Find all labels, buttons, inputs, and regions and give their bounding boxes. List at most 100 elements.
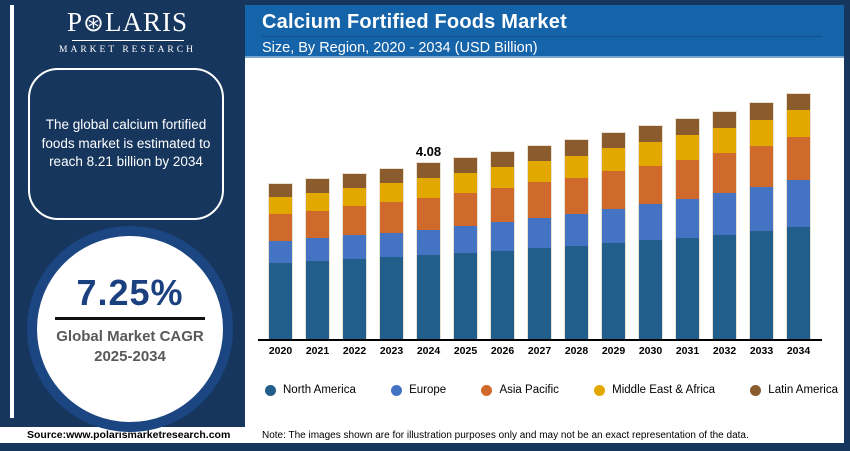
segment-north-america-2034[interactable] [787, 227, 810, 340]
segment-asia-pacific-2025[interactable] [454, 193, 477, 227]
segment-europe-2029[interactable] [602, 208, 625, 243]
segment-asia-pacific-2028[interactable] [565, 177, 588, 214]
stacked-bar-2026[interactable] [491, 151, 514, 340]
segment-europe-2031[interactable] [676, 199, 699, 238]
segment-latin-america-2033[interactable] [750, 103, 773, 120]
segment-middle-east-africa-2025[interactable] [454, 172, 477, 194]
stacked-bar-2029[interactable] [602, 132, 625, 340]
segment-middle-east-africa-2021[interactable] [306, 192, 329, 211]
stacked-bar-2028[interactable] [565, 140, 588, 340]
segment-middle-east-africa-2033[interactable] [750, 119, 773, 146]
segment-latin-america-2032[interactable] [713, 111, 736, 128]
year-label-2033: 2033 [749, 345, 774, 357]
stacked-bar-2030[interactable] [639, 126, 662, 340]
stacked-bar-2033[interactable] [750, 103, 773, 340]
segment-middle-east-africa-2022[interactable] [343, 187, 366, 207]
segment-europe-2024[interactable] [417, 229, 440, 255]
segment-middle-east-africa-2026[interactable] [491, 166, 514, 188]
stacked-bar-2034[interactable] [787, 93, 810, 340]
legend-item-middle-east-africa[interactable]: Middle East & Africa [594, 384, 715, 396]
segment-middle-east-africa-2031[interactable] [676, 135, 699, 160]
segment-north-america-2020[interactable] [269, 262, 292, 340]
segment-latin-america-2028[interactable] [565, 140, 588, 156]
segment-asia-pacific-2031[interactable] [676, 159, 699, 200]
segment-latin-america-2024[interactable] [417, 162, 440, 178]
segment-latin-america-2030[interactable] [639, 126, 662, 143]
stacked-bar-2023[interactable] [380, 169, 403, 340]
segment-asia-pacific-2026[interactable] [491, 187, 514, 223]
segment-europe-2021[interactable] [306, 238, 329, 261]
segment-europe-2025[interactable] [454, 226, 477, 254]
segment-latin-america-2031[interactable] [676, 119, 699, 136]
segment-asia-pacific-2020[interactable] [269, 214, 292, 242]
segment-europe-2032[interactable] [713, 193, 736, 235]
stacked-bar-2021[interactable] [306, 179, 329, 340]
segment-north-america-2024[interactable] [417, 254, 440, 340]
segment-asia-pacific-2023[interactable] [380, 202, 403, 233]
legend-item-latin-america[interactable]: Latin America [750, 384, 838, 396]
legend-item-asia-pacific[interactable]: Asia Pacific [481, 384, 559, 396]
segment-middle-east-africa-2020[interactable] [269, 196, 292, 215]
segment-middle-east-africa-2028[interactable] [565, 155, 588, 178]
stacked-bar-2022[interactable] [343, 173, 366, 340]
stacked-bar-2031[interactable] [676, 119, 699, 340]
segment-middle-east-africa-2032[interactable] [713, 127, 736, 153]
segment-latin-america-2034[interactable] [787, 93, 810, 111]
segment-latin-america-2025[interactable] [454, 158, 477, 173]
segment-europe-2020[interactable] [269, 241, 292, 263]
segment-europe-2034[interactable] [787, 180, 810, 228]
segment-middle-east-africa-2029[interactable] [602, 148, 625, 172]
segment-europe-2027[interactable] [528, 217, 551, 248]
stacked-bar-2032[interactable] [713, 111, 736, 340]
segment-latin-america-2023[interactable] [380, 169, 403, 184]
stacked-bar-2025[interactable] [454, 158, 477, 340]
segment-asia-pacific-2030[interactable] [639, 165, 662, 204]
segment-asia-pacific-2021[interactable] [306, 210, 329, 239]
segment-north-america-2029[interactable] [602, 242, 625, 340]
segment-north-america-2033[interactable] [750, 231, 773, 340]
segment-north-america-2023[interactable] [380, 257, 403, 340]
bar-column-2023 [373, 58, 410, 340]
segment-asia-pacific-2032[interactable] [713, 152, 736, 194]
bar-column-2032 [706, 58, 743, 340]
segment-latin-america-2022[interactable] [343, 173, 366, 188]
segment-europe-2033[interactable] [750, 187, 773, 232]
legend-item-north-america[interactable]: North America [265, 384, 356, 396]
segment-asia-pacific-2027[interactable] [528, 182, 551, 218]
legend-item-europe[interactable]: Europe [391, 384, 446, 396]
segment-europe-2028[interactable] [565, 213, 588, 246]
segment-asia-pacific-2029[interactable] [602, 171, 625, 209]
segment-north-america-2030[interactable] [639, 240, 662, 340]
stacked-bar-2020[interactable] [269, 183, 292, 340]
segment-europe-2026[interactable] [491, 222, 514, 251]
segment-asia-pacific-2022[interactable] [343, 206, 366, 236]
segment-latin-america-2021[interactable] [306, 179, 329, 193]
segment-latin-america-2027[interactable] [528, 145, 551, 161]
stacked-bar-2024[interactable] [417, 162, 440, 340]
segment-north-america-2027[interactable] [528, 248, 551, 340]
stacked-bar-2027[interactable] [528, 145, 551, 340]
segment-asia-pacific-2034[interactable] [787, 137, 810, 181]
legend-label-asia-pacific: Asia Pacific [499, 384, 559, 396]
segment-north-america-2025[interactable] [454, 253, 477, 340]
segment-north-america-2031[interactable] [676, 237, 699, 340]
segment-asia-pacific-2033[interactable] [750, 145, 773, 188]
segment-middle-east-africa-2030[interactable] [639, 142, 662, 166]
segment-north-america-2026[interactable] [491, 250, 514, 340]
segment-latin-america-2020[interactable] [269, 183, 292, 197]
segment-latin-america-2026[interactable] [491, 151, 514, 167]
segment-europe-2023[interactable] [380, 232, 403, 258]
segment-europe-2030[interactable] [639, 203, 662, 241]
segment-middle-east-africa-2024[interactable] [417, 177, 440, 198]
year-label-2023: 2023 [379, 345, 404, 357]
segment-latin-america-2029[interactable] [602, 132, 625, 149]
segment-europe-2022[interactable] [343, 235, 366, 259]
segment-asia-pacific-2024[interactable] [417, 197, 440, 230]
segment-north-america-2022[interactable] [343, 258, 366, 340]
segment-middle-east-africa-2023[interactable] [380, 183, 403, 203]
segment-north-america-2021[interactable] [306, 261, 329, 340]
segment-middle-east-africa-2027[interactable] [528, 160, 551, 183]
segment-north-america-2028[interactable] [565, 245, 588, 340]
segment-north-america-2032[interactable] [713, 234, 736, 340]
segment-middle-east-africa-2034[interactable] [787, 110, 810, 138]
